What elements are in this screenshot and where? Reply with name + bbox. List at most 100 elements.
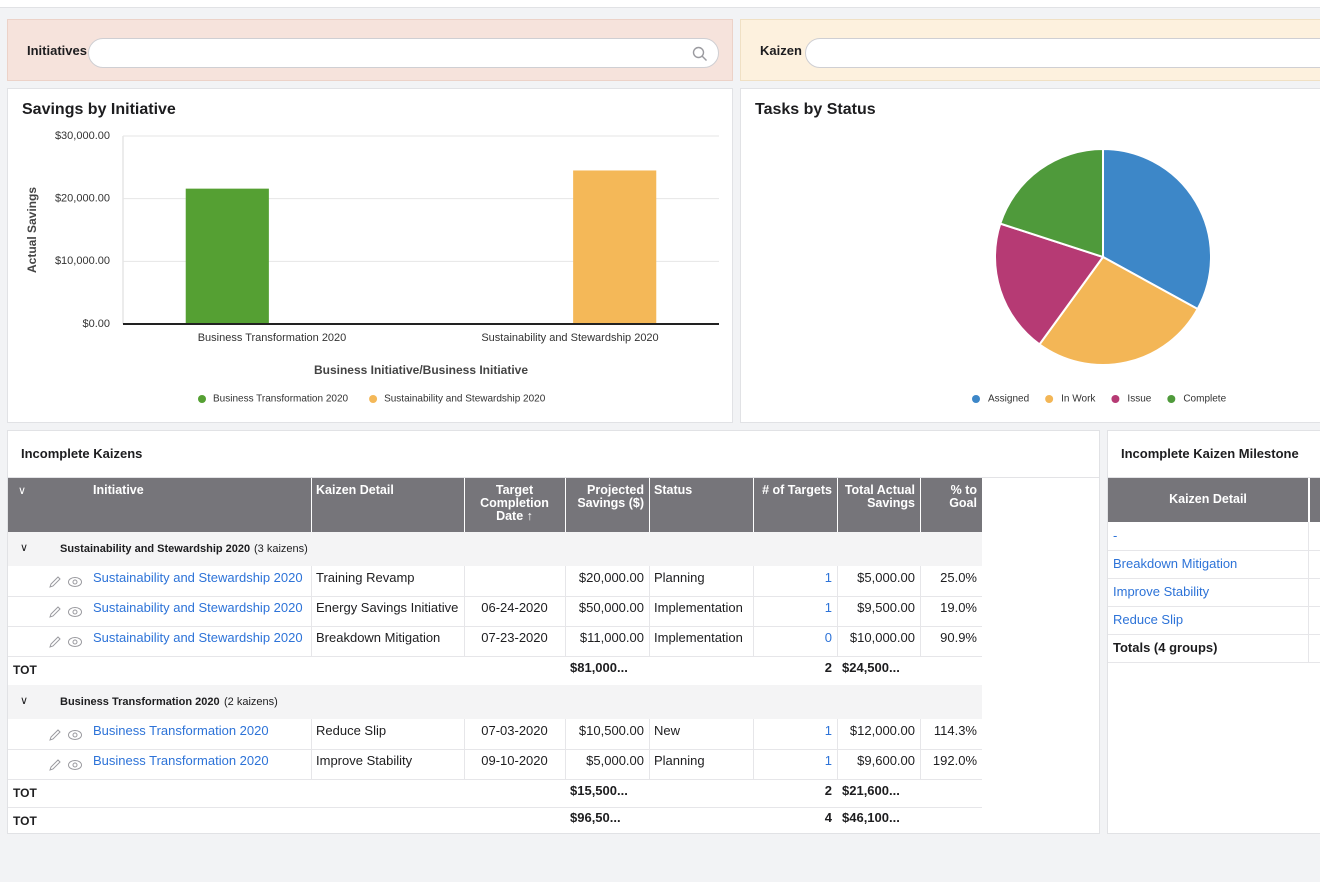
legend-label: Business Transformation 2020 — [213, 394, 349, 405]
column-separator — [837, 478, 838, 532]
row-border — [1108, 550, 1320, 551]
row-border — [1108, 662, 1320, 663]
row-border — [8, 656, 982, 657]
column-header[interactable]: Initiative — [93, 483, 144, 497]
table-cell: 07-23-2020 — [481, 630, 548, 645]
group-name: Business Transformation 2020 — [60, 696, 220, 708]
table-cell: $20,000.00 — [578, 570, 644, 585]
column-separator — [565, 478, 566, 532]
group-toggle[interactable]: ∨ — [20, 695, 29, 707]
milestone-link[interactable]: Improve Stability — [1113, 584, 1210, 599]
initiative-link[interactable]: Sustainability and Stewardship 2020 — [93, 570, 303, 585]
bar — [573, 170, 657, 324]
column-header[interactable]: Projected Savings ($) — [577, 483, 644, 510]
table-cell[interactable]: 1 — [824, 753, 832, 768]
group-count: (2 kaizens) — [224, 696, 278, 708]
column-separator — [837, 566, 838, 596]
collapse-all[interactable]: ∨ — [18, 485, 27, 497]
table-cell: 07-03-2020 — [481, 723, 548, 738]
table-cell: 192.0% — [932, 753, 977, 768]
x-tick-label: Business Transformation 2020 — [198, 332, 347, 344]
kaizen-filter: Kaizen — [740, 19, 1320, 81]
table-cell: $11,000.00 — [579, 630, 644, 645]
column-separator — [649, 566, 650, 596]
column-separator — [311, 749, 312, 779]
chart-title: Tasks by Status — [755, 101, 876, 118]
table-cell: $10,500.00 — [578, 723, 644, 738]
column-separator — [920, 749, 921, 779]
row-actions[interactable] — [48, 635, 84, 649]
table-cell: Training Revamp — [316, 570, 415, 585]
y-tick-label: $20,000.00 — [55, 193, 110, 205]
column-header[interactable]: % to Goal — [949, 483, 977, 510]
column-header[interactable]: Kaizen Detail — [316, 483, 394, 497]
column-separator — [565, 596, 566, 626]
table-cell[interactable]: 1 — [824, 570, 832, 585]
total-targets: 2 — [824, 783, 832, 798]
total-targets: 2 — [824, 660, 832, 675]
column-separator — [837, 749, 838, 779]
legend-label: Complete — [1183, 394, 1226, 405]
filter-label: Initiatives — [27, 43, 87, 58]
milestone-link[interactable]: Reduce Slip — [1113, 612, 1184, 627]
row-actions[interactable] — [48, 758, 84, 772]
table-cell: Breakdown Mitigation — [316, 630, 441, 645]
search-icon — [692, 46, 707, 61]
search-input[interactable] — [805, 38, 1320, 68]
row-actions[interactable] — [48, 575, 84, 589]
column-separator — [311, 626, 312, 656]
legend-label: Issue — [1127, 394, 1151, 405]
table-cell[interactable]: 0 — [824, 630, 832, 645]
pie-slice — [994, 222, 1105, 346]
table-cell: Energy Savings Initiative — [316, 600, 459, 615]
x-axis-title: Business Initiative/Business Initiative — [314, 363, 528, 377]
row-border — [1108, 634, 1320, 635]
pie-chart: Tasks by Status Assigned In Work Issue Compl… — [755, 101, 1227, 405]
column-separator — [464, 478, 465, 532]
milestone-card: Incomplete Kaizen Milestone Kaizen Detai… — [1107, 430, 1320, 834]
column-separator — [311, 566, 312, 596]
pie-slice — [1102, 147, 1212, 311]
column-header[interactable]: Kaizen Detail — [1169, 492, 1247, 506]
table-cell: $9,500.00 — [857, 600, 915, 615]
total-projected: $96,50... — [570, 810, 621, 825]
search-input[interactable] — [88, 38, 719, 68]
column-separator — [920, 626, 921, 656]
legend-marker — [1045, 395, 1054, 403]
column-separator — [837, 596, 838, 626]
total-actual: $46,100... — [842, 810, 900, 825]
column-separator — [464, 719, 465, 749]
table-cell[interactable]: 1 — [824, 600, 832, 615]
total-projected: $15,500... — [570, 783, 628, 798]
group-row — [8, 685, 982, 719]
milestone-link[interactable]: Breakdown Mitigation — [1113, 556, 1238, 571]
initiatives-filter: Initiatives — [7, 19, 733, 81]
row-actions[interactable] — [48, 728, 84, 742]
legend-label: Sustainability and Stewardship 2020 — [384, 394, 546, 405]
row-border — [1108, 606, 1320, 607]
y-axis-title: Actual Savings — [25, 187, 39, 273]
table-cell: Planning — [654, 753, 705, 768]
milestone-totals: Totals (4 groups) — [1113, 640, 1218, 655]
y-tick-label: $10,000.00 — [55, 255, 110, 267]
column-header[interactable]: Target Completion Date ↑ — [480, 483, 549, 523]
initiative-link[interactable]: Sustainability and Stewardship 2020 — [93, 600, 303, 615]
milestone-link[interactable]: - — [1113, 528, 1118, 543]
column-separator — [464, 749, 465, 779]
initiative-link[interactable]: Business Transformation 2020 — [93, 753, 269, 768]
column-separator — [311, 719, 312, 749]
column-separator — [753, 566, 754, 596]
column-header[interactable]: # of Targets — [762, 483, 832, 497]
group-row — [8, 532, 982, 566]
table-cell: Planning — [654, 570, 705, 585]
column-header[interactable]: Status — [654, 483, 693, 497]
group-toggle[interactable]: ∨ — [20, 542, 29, 554]
table-cell[interactable]: 1 — [824, 723, 832, 738]
column-header[interactable]: Total Actual Savings — [844, 483, 915, 510]
row-actions[interactable] — [48, 605, 84, 619]
initiative-link[interactable]: Business Transformation 2020 — [93, 723, 269, 738]
divider — [8, 477, 1099, 478]
initiative-link[interactable]: Sustainability and Stewardship 2020 — [93, 630, 303, 645]
filter-label: Kaizen — [760, 43, 802, 58]
table-cell: 25.0% — [940, 570, 977, 585]
